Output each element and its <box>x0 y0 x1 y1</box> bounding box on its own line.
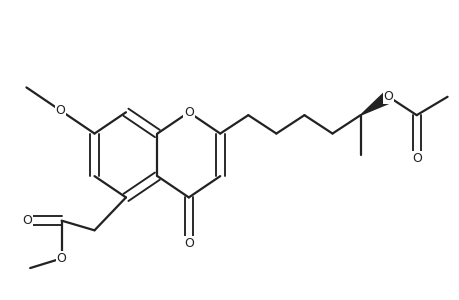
Text: O: O <box>184 237 193 250</box>
Polygon shape <box>360 92 391 115</box>
Text: O: O <box>411 152 421 165</box>
Text: O: O <box>184 106 193 119</box>
Text: O: O <box>22 214 32 227</box>
Text: O: O <box>56 104 65 117</box>
Text: O: O <box>383 90 393 103</box>
Text: O: O <box>56 252 67 265</box>
